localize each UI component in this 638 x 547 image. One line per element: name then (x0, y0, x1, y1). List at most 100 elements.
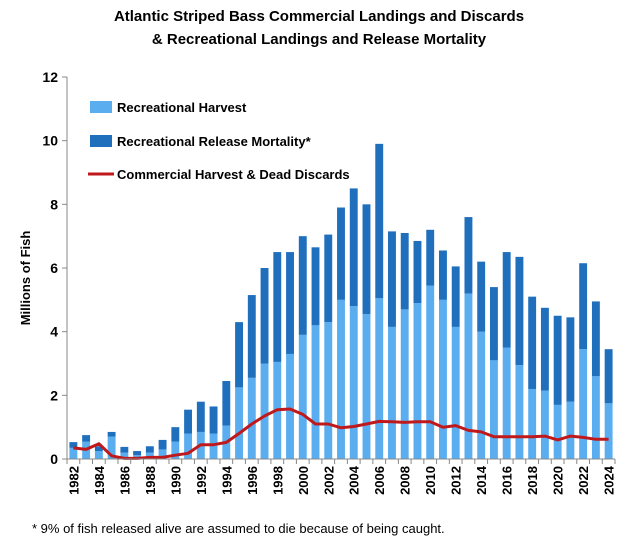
release-mortality-bar-2021 (566, 317, 575, 402)
release-mortality-bar-2002 (324, 234, 333, 323)
x-tick-label-1996: 1996 (245, 466, 260, 495)
y-tick-label-0: 0 (50, 451, 58, 467)
harvest-bar-2002 (324, 322, 333, 459)
harvest-bar-2024 (604, 403, 613, 459)
release-mortality-bar-1998 (273, 252, 282, 362)
release-mortality-bar-2017 (515, 256, 524, 366)
release-mortality-bar-2020 (553, 315, 562, 405)
harvest-bar-1999 (286, 353, 294, 459)
release-mortality-bar-1988 (145, 446, 154, 453)
harvest-bar-1985 (107, 436, 116, 459)
harvest-bar-2009 (413, 303, 422, 459)
harvest-bar-2019 (540, 390, 549, 459)
harvest-bar-1989 (158, 449, 167, 459)
harvest-bar-2020 (553, 404, 562, 459)
x-tick-label-2018: 2018 (525, 466, 540, 495)
y-tick-label-4: 4 (50, 324, 58, 340)
release-mortality-bar-2007 (388, 231, 396, 327)
harvest-bar-2018 (528, 388, 537, 459)
chart-title-line1: Atlantic Striped Bass Commercial Landing… (113, 8, 525, 25)
release-mortality-bar-2013 (464, 217, 473, 294)
x-tick-label-1998: 1998 (270, 466, 285, 495)
release-mortality-bar-2010 (426, 229, 435, 286)
release-mortality-bar-1999 (286, 252, 294, 354)
release-mortality-bar-1997 (260, 268, 269, 364)
harvest-bar-1982 (69, 447, 78, 459)
harvest-bar-2008 (400, 309, 409, 459)
release-mortality-bar-2014 (477, 261, 486, 332)
x-tick-label-2002: 2002 (321, 466, 336, 495)
release-mortality-bar-2004 (349, 188, 358, 307)
x-tick-label-2024: 2024 (602, 465, 617, 495)
y-tick-label-10: 10 (42, 133, 58, 149)
x-tick-label-1984: 1984 (92, 465, 107, 495)
release-mortality-bar-1994 (222, 381, 231, 426)
legend-label-1: Recreational Release Mortality* (117, 134, 312, 149)
harvest-bar-2001 (311, 325, 320, 459)
commercial-harvest-line (73, 407, 609, 460)
x-tick-label-1982: 1982 (66, 466, 81, 495)
x-tick-label-2022: 2022 (576, 466, 591, 495)
x-tick-label-2006: 2006 (372, 466, 387, 495)
release-mortality-bar-1984 (94, 446, 103, 452)
harvest-bar-2004 (349, 306, 358, 459)
legend-label-0: Recreational Harvest (117, 100, 247, 115)
release-mortality-bar-1987 (133, 451, 142, 456)
harvest-bar-1984 (94, 451, 103, 459)
harvest-bar-2000 (298, 334, 307, 459)
release-mortality-bar-1986 (120, 446, 129, 453)
release-mortality-bar-1992 (196, 401, 205, 432)
release-mortality-bar-2008 (400, 232, 409, 310)
harvest-bar-2012 (451, 326, 460, 459)
x-tick-label-2016: 2016 (500, 466, 515, 495)
legend-swatch-1 (90, 135, 112, 147)
release-mortality-bar-1991 (184, 409, 193, 434)
harvest-bar-1997 (260, 363, 269, 459)
legend-label-2: Commercial Harvest & Dead Discards (117, 167, 350, 182)
release-mortality-bar-2003 (337, 207, 345, 300)
harvest-bar-2010 (426, 285, 435, 459)
harvest-bar-2007 (388, 326, 396, 459)
legend-swatch-0 (90, 101, 112, 113)
release-mortality-bar-2022 (579, 263, 588, 350)
harvest-bar-1996 (247, 377, 256, 459)
release-mortality-bar-2019 (540, 307, 549, 391)
release-mortality-bar-2006 (375, 143, 384, 299)
x-tick-label-1992: 1992 (194, 466, 209, 495)
release-mortality-bar-1982 (69, 442, 78, 448)
release-mortality-bar-2005 (362, 204, 371, 315)
x-tick-label-2008: 2008 (398, 466, 413, 495)
harvest-bar-2005 (362, 314, 371, 459)
release-mortality-bar-2023 (591, 301, 600, 377)
harvest-bar-2011 (439, 299, 447, 459)
release-mortality-bar-2016 (502, 252, 511, 348)
release-mortality-bar-1995 (235, 322, 243, 388)
release-mortality-bar-2000 (298, 236, 307, 335)
x-tick-label-2000: 2000 (296, 466, 311, 495)
y-axis-label: Millions of Fish (18, 231, 33, 326)
chart-title-line2: & Recreational Landings and Release Mort… (151, 31, 487, 48)
harvest-bar-2016 (502, 347, 511, 459)
harvest-bar-1990 (171, 441, 180, 459)
release-mortality-bar-1983 (82, 435, 91, 442)
release-mortality-bar-2015 (489, 287, 498, 361)
harvest-bar-2021 (566, 401, 575, 459)
release-mortality-bar-1996 (247, 295, 256, 378)
x-tick-label-2012: 2012 (449, 466, 464, 495)
harvest-bar-2017 (515, 365, 524, 459)
release-mortality-bar-2018 (528, 296, 537, 389)
harvest-bar-1988 (145, 452, 154, 459)
release-mortality-bar-2001 (311, 247, 320, 326)
x-tick-label-2020: 2020 (551, 466, 566, 495)
release-mortality-bar-1985 (107, 431, 116, 437)
harvest-bar-2022 (579, 349, 588, 459)
harvest-bar-2014 (477, 331, 486, 459)
x-tick-label-1990: 1990 (168, 466, 183, 495)
harvest-bar-2023 (591, 376, 600, 459)
x-tick-label-1988: 1988 (143, 466, 158, 495)
release-mortality-bar-2012 (451, 266, 460, 327)
release-mortality-bar-2024 (604, 349, 613, 404)
y-tick-label-6: 6 (50, 260, 58, 276)
x-tick-label-1986: 1986 (117, 466, 132, 495)
